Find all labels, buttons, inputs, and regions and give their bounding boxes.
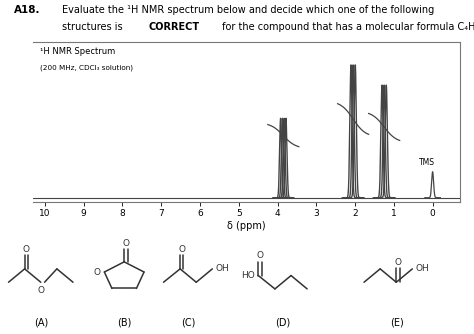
- Text: (A): (A): [34, 318, 48, 328]
- Text: (200 MHz, CDCl₃ solution): (200 MHz, CDCl₃ solution): [39, 64, 133, 71]
- X-axis label: δ (ppm): δ (ppm): [227, 221, 266, 231]
- Text: CORRECT: CORRECT: [148, 22, 200, 32]
- Text: OH: OH: [415, 265, 429, 273]
- Text: (C): (C): [181, 318, 195, 328]
- Text: for the compound that has a molecular formula C₄H₈O₂.: for the compound that has a molecular fo…: [219, 22, 474, 32]
- Text: (B): (B): [117, 318, 131, 328]
- Text: OH: OH: [215, 265, 229, 273]
- Text: ¹H NMR Spectrum: ¹H NMR Spectrum: [39, 46, 115, 55]
- Text: structures is: structures is: [62, 22, 125, 32]
- Text: TMS: TMS: [419, 158, 435, 167]
- Text: Evaluate the ¹H NMR spectrum below and decide which one of the following: Evaluate the ¹H NMR spectrum below and d…: [62, 5, 434, 15]
- Text: A18.: A18.: [14, 5, 41, 15]
- Text: HO: HO: [241, 271, 255, 280]
- Text: (D): (D): [275, 318, 291, 328]
- Text: (E): (E): [390, 318, 404, 328]
- Text: O: O: [178, 244, 185, 254]
- Text: O: O: [256, 251, 263, 260]
- Text: O: O: [122, 239, 129, 248]
- Text: O: O: [93, 268, 100, 277]
- Text: O: O: [23, 244, 29, 254]
- Text: O: O: [394, 258, 401, 267]
- Text: O: O: [37, 286, 44, 295]
